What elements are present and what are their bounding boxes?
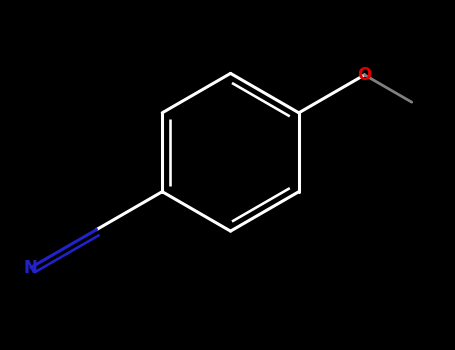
Text: O: O [357,66,372,84]
Text: N: N [24,259,38,276]
